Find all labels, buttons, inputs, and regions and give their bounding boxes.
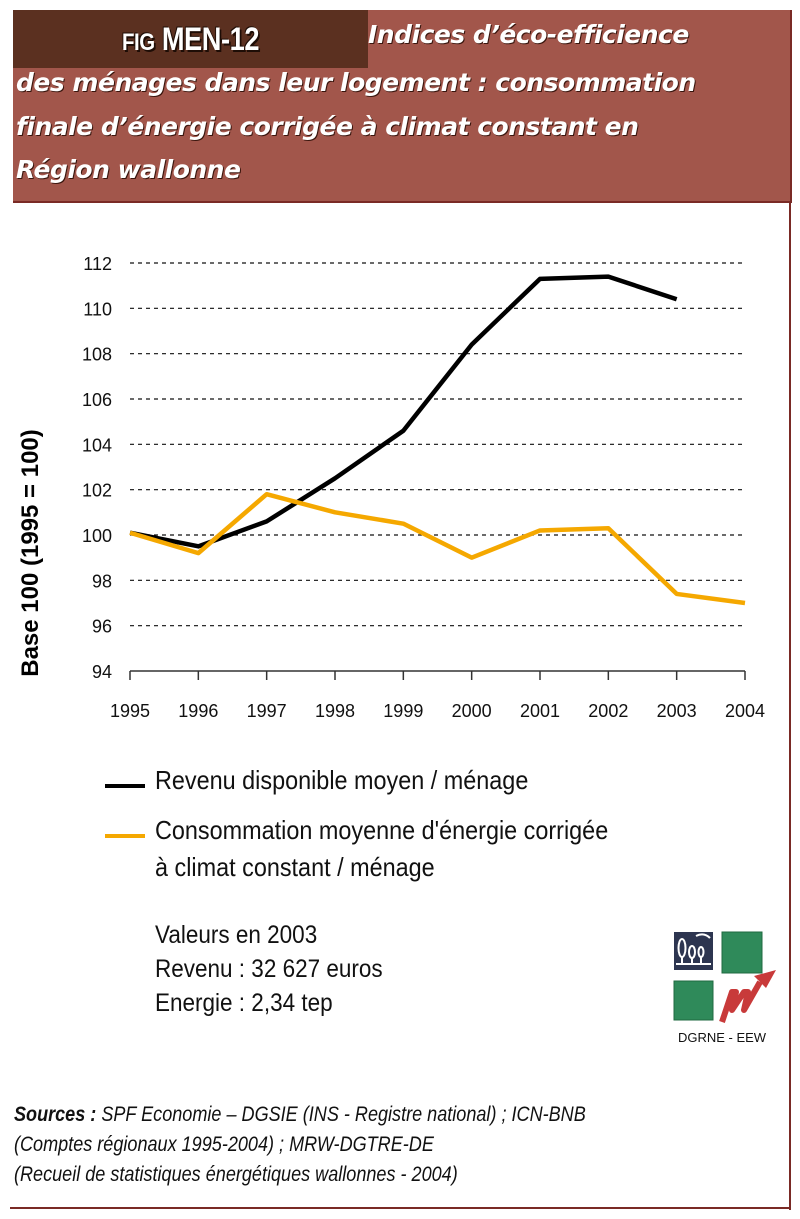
legend-swatch-energie: [105, 834, 145, 838]
y-tick-label-104: 104: [82, 435, 112, 455]
y-tick-label-100: 100: [82, 526, 112, 546]
values-2003: Valeurs en 2003 Revenu : 32 627 euros En…: [155, 918, 383, 1020]
figure-title-line-3: finale d’énergie corrigée à climat const…: [16, 112, 639, 141]
legend-swatch-revenu: [105, 784, 145, 788]
values-2003-revenu: Revenu : 32 627 euros: [155, 955, 383, 983]
x-tick-label-2002: 2002: [588, 701, 628, 721]
figure-header: Fig MEN-12: [13, 10, 792, 203]
sources-line-1: Sources : SPF Economie – DGSIE (INS - Re…: [14, 1100, 586, 1130]
x-tick-label-2003: 2003: [657, 701, 697, 721]
x-tick-labels: 1995 1996 1997 1998 1999 2000 2001 2002 2003 2004: [110, 701, 765, 721]
y-tick-label-110: 110: [83, 299, 112, 319]
x-tick-label-1995: 1995: [110, 701, 150, 721]
y-tick-label-102: 102: [82, 481, 112, 501]
x-tick-label-1998: 1998: [315, 701, 355, 721]
sources-label: Sources :: [14, 1103, 97, 1126]
series-lines: [129, 274, 746, 606]
figure-id: Fig MEN-12: [40, 10, 342, 68]
logo-green-square-bottom: [673, 980, 714, 1021]
gridlines: [130, 262, 745, 627]
frame-right-border: [789, 203, 791, 1210]
sources-text-1: SPF Economie – DGSIE (INS - Registre nat…: [96, 1103, 586, 1126]
y-tick-label-96: 96: [92, 617, 112, 637]
y-tick-labels: 94 96 98 100 102 104 106 108 110 112: [82, 254, 112, 682]
figure-title-line-1: Indices d’éco-efficience: [368, 20, 689, 49]
dgrne-eew-logo-icon: DGRNE - EEW: [673, 931, 776, 1045]
x-axis: [129, 670, 746, 680]
logo-green-square-top: [721, 931, 763, 974]
sources-line-3: (Recueil de statistiques énergétiques wa…: [14, 1163, 458, 1186]
logo-label: DGRNE - EEW: [678, 1030, 767, 1045]
x-tick-label-2001: 2001: [520, 701, 560, 721]
x-tick-label-2000: 2000: [452, 701, 492, 721]
logo-w-arrow: [719, 980, 763, 1023]
x-tick-label-1997: 1997: [247, 701, 287, 721]
values-2003-energie: Energie : 2,34 tep: [155, 989, 333, 1017]
legend-label-energie-line-2: à climat constant / ménage: [155, 852, 435, 882]
y-tick-label-98: 98: [92, 571, 112, 591]
legend-label-energie-line-1: Consommation moyenne d'énergie corrigée: [155, 815, 609, 845]
y-tick-label-106: 106: [82, 390, 112, 410]
frame-bottom-border: [10, 1207, 791, 1209]
line-chart: 94 96 98 100 102 104 106 108 110 112 1995 1996 1997…: [17, 254, 765, 721]
sources: Sources : SPF Economie – DGSIE (INS - Re…: [14, 1100, 586, 1190]
sources-line-2: (Comptes régionaux 1995-2004) ; MRW-DGTR…: [14, 1133, 434, 1156]
y-axis-label: Base 100 (1995 = 100): [17, 429, 44, 677]
figure-title-line-4: Région wallonne: [16, 155, 241, 184]
y-tick-label-108: 108: [82, 345, 112, 365]
figure-number: MEN-12: [161, 21, 260, 57]
y-tick-label-94: 94: [92, 662, 112, 682]
x-tick-label-1996: 1996: [178, 701, 218, 721]
y-tick-label-112: 112: [83, 254, 112, 274]
series-line-revenu: [129, 274, 678, 549]
figure-title-line-2: des ménages dans leur logement : consomm…: [16, 68, 696, 97]
dgrne-eew-logo: DGRNE - EEW: [670, 930, 780, 1050]
values-2003-title: Valeurs en 2003: [155, 921, 318, 949]
figure-id-box: [13, 10, 368, 68]
x-tick-label-1999: 1999: [383, 701, 423, 721]
series-line-energie: [129, 491, 746, 606]
figure-prefix: Fig: [121, 29, 155, 56]
x-tick-label-2004: 2004: [725, 701, 765, 721]
legend-label-revenu: Revenu disponible moyen / ménage: [155, 765, 529, 795]
